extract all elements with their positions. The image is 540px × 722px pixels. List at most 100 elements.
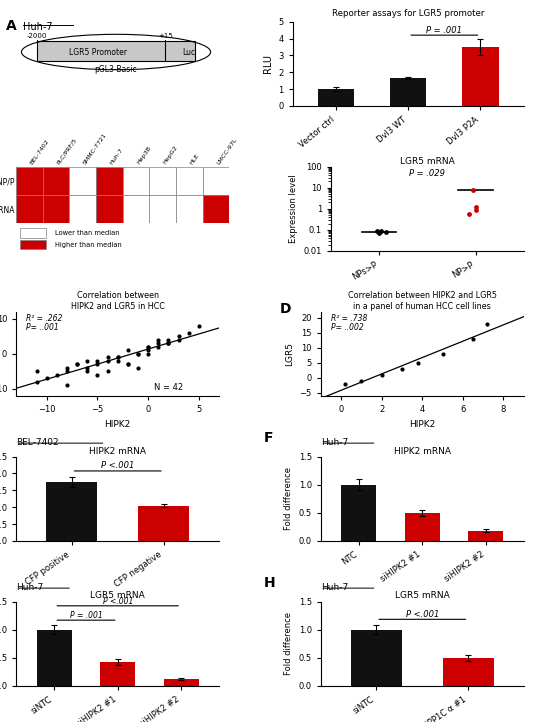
Point bbox=[83, 355, 92, 367]
Text: P = .029: P = .029 bbox=[409, 169, 445, 178]
Point bbox=[144, 344, 152, 356]
Point bbox=[52, 369, 61, 380]
Bar bbox=[150, 167, 176, 195]
Bar bbox=[43, 195, 70, 223]
Text: HIPK2 mRNA: HIPK2 mRNA bbox=[89, 446, 146, 456]
Text: R² = .738: R² = .738 bbox=[331, 314, 367, 323]
Bar bbox=[37, 630, 72, 686]
Point bbox=[103, 352, 112, 363]
Text: F: F bbox=[264, 431, 273, 445]
Bar bbox=[96, 167, 123, 195]
Point bbox=[124, 359, 132, 370]
Point bbox=[83, 365, 92, 377]
Text: pGL3-Basic: pGL3-Basic bbox=[94, 65, 137, 74]
Text: Higher than median: Higher than median bbox=[55, 242, 122, 248]
Bar bbox=[176, 195, 202, 223]
Text: Luc: Luc bbox=[182, 48, 195, 56]
Text: BEL-7402: BEL-7402 bbox=[16, 438, 59, 447]
Point bbox=[185, 327, 193, 339]
Title: Reporter assays for LGR5 promoter: Reporter assays for LGR5 promoter bbox=[332, 9, 484, 18]
Point bbox=[381, 226, 390, 238]
Point bbox=[73, 359, 82, 370]
Point bbox=[63, 365, 71, 377]
Point bbox=[174, 331, 183, 342]
Point bbox=[73, 359, 82, 370]
Bar bbox=[462, 47, 498, 106]
Text: H: H bbox=[264, 576, 275, 591]
Bar bbox=[123, 167, 150, 195]
Point bbox=[375, 227, 383, 238]
Text: P= ..001: P= ..001 bbox=[26, 323, 59, 332]
Bar bbox=[318, 89, 354, 106]
Point bbox=[164, 337, 173, 349]
Text: R² = .262: R² = .262 bbox=[26, 314, 63, 323]
Point bbox=[134, 348, 143, 360]
Title: Correlation between
HIPK2 and LGR5 in HCC: Correlation between HIPK2 and LGR5 in HC… bbox=[71, 292, 165, 311]
Bar bbox=[176, 167, 202, 195]
Text: Huh-7: Huh-7 bbox=[321, 438, 348, 447]
Text: D: D bbox=[280, 302, 292, 316]
Text: P = .001: P = .001 bbox=[70, 612, 103, 620]
Point bbox=[164, 334, 173, 346]
X-axis label: HIPK2: HIPK2 bbox=[409, 419, 435, 429]
Text: P <.001: P <.001 bbox=[101, 461, 134, 471]
Text: Huh-7: Huh-7 bbox=[321, 583, 348, 592]
Bar bbox=[96, 195, 123, 223]
Point bbox=[174, 334, 183, 346]
Point bbox=[63, 362, 71, 373]
Point bbox=[144, 341, 152, 352]
Point bbox=[103, 365, 112, 377]
Bar bbox=[16, 167, 43, 195]
Point bbox=[32, 365, 41, 377]
Point bbox=[144, 348, 152, 360]
Point bbox=[471, 201, 480, 213]
Text: Lower than median: Lower than median bbox=[55, 230, 119, 236]
Bar bbox=[390, 78, 426, 106]
Point bbox=[93, 355, 102, 367]
Text: +15: +15 bbox=[158, 33, 173, 39]
Point bbox=[113, 355, 122, 367]
Text: LGR5 Promoter: LGR5 Promoter bbox=[69, 48, 127, 56]
Bar bbox=[21, 240, 46, 249]
Bar bbox=[70, 195, 96, 223]
Bar bbox=[46, 482, 97, 541]
Bar bbox=[16, 195, 43, 223]
Point bbox=[357, 375, 366, 387]
Bar bbox=[100, 662, 135, 686]
Text: LGR5 mRNA: LGR5 mRNA bbox=[90, 591, 145, 601]
Point bbox=[32, 376, 41, 388]
Point bbox=[373, 225, 382, 237]
Text: N = 42: N = 42 bbox=[154, 383, 184, 392]
Bar bbox=[138, 505, 189, 541]
Point bbox=[464, 209, 473, 220]
Bar bbox=[123, 195, 150, 223]
Point bbox=[154, 334, 163, 346]
Point bbox=[154, 337, 163, 349]
Point bbox=[42, 373, 51, 384]
Bar bbox=[21, 228, 46, 238]
Point bbox=[83, 362, 92, 373]
Text: P= ..002: P= ..002 bbox=[331, 323, 363, 332]
Point bbox=[468, 185, 477, 196]
Bar bbox=[43, 167, 70, 195]
Point bbox=[341, 378, 349, 390]
Point bbox=[164, 337, 173, 349]
Text: Huh-7: Huh-7 bbox=[23, 22, 52, 32]
Point bbox=[124, 344, 132, 356]
Point bbox=[469, 333, 477, 344]
Y-axis label: RLU: RLU bbox=[262, 54, 273, 74]
Text: HIPK2 mRNA: HIPK2 mRNA bbox=[394, 446, 451, 456]
Y-axis label: Fold difference: Fold difference bbox=[284, 467, 293, 530]
Point bbox=[377, 369, 386, 380]
Text: A: A bbox=[6, 19, 16, 33]
Text: LGR5 mRNA: LGR5 mRNA bbox=[395, 591, 450, 601]
Text: P <.001: P <.001 bbox=[103, 597, 133, 606]
Bar bbox=[468, 531, 503, 541]
Bar bbox=[150, 195, 176, 223]
Point bbox=[438, 348, 447, 360]
Point bbox=[376, 225, 385, 237]
Y-axis label: LGR5: LGR5 bbox=[285, 342, 294, 366]
Point bbox=[194, 320, 203, 331]
Y-axis label: Fold difference: Fold difference bbox=[284, 612, 293, 675]
Text: P <.001: P <.001 bbox=[406, 610, 439, 619]
